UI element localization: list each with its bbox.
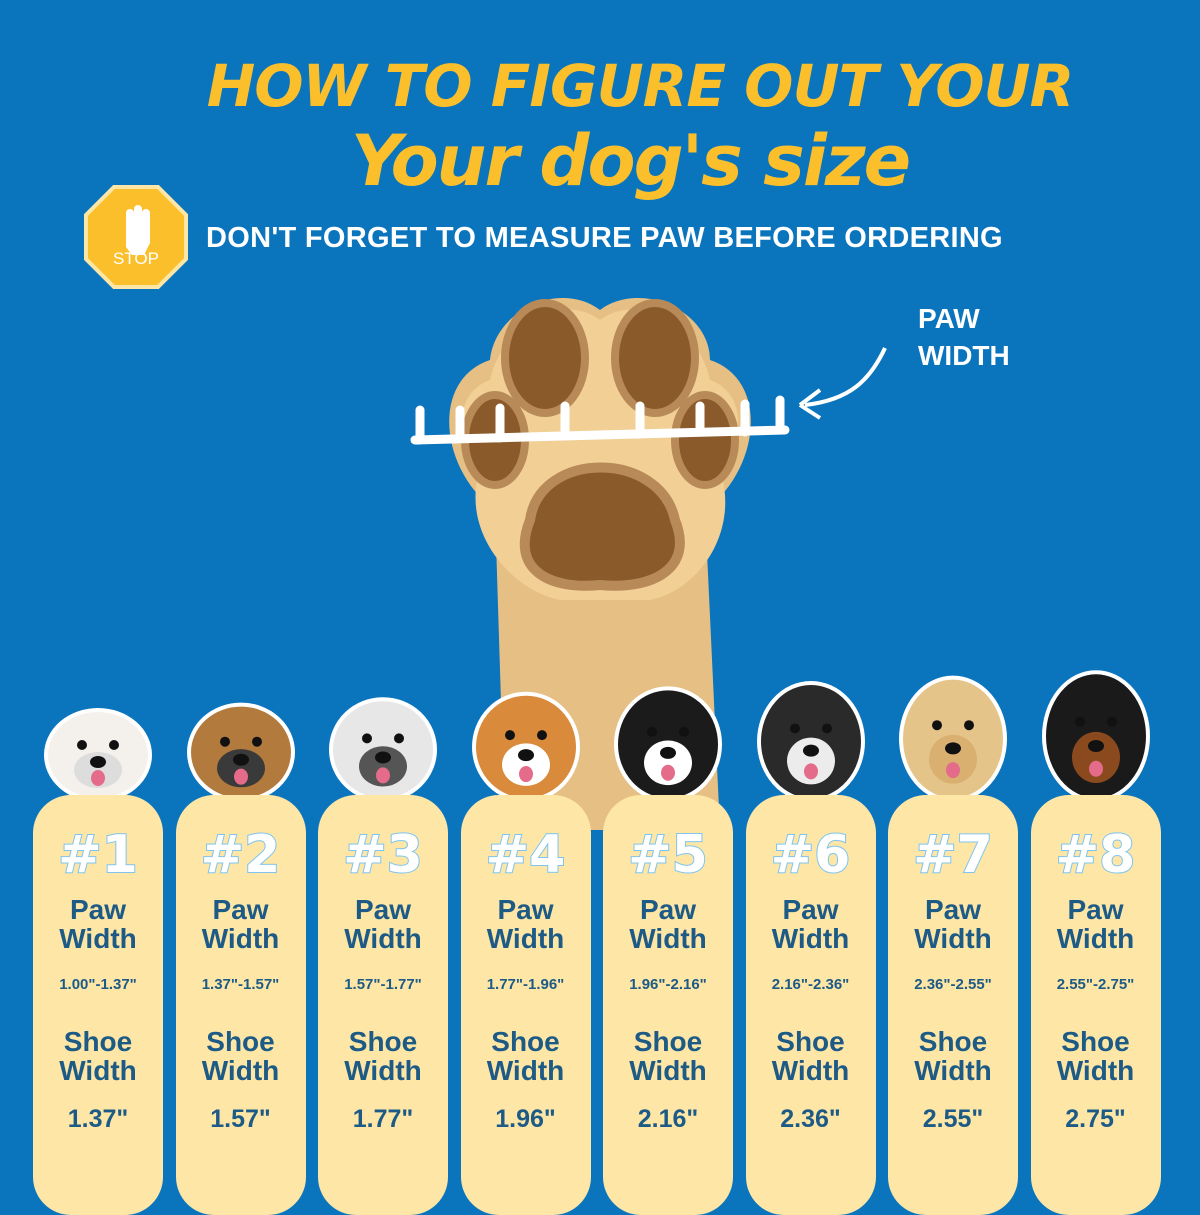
size-card-1: #1 Paw Width 1.00"-1.37" Shoe Width 1.37" (33, 795, 163, 1215)
shoe-width-value: 1.96" (495, 1105, 556, 1133)
size-number: #8 (1055, 824, 1137, 886)
dog-photo-6 (751, 670, 871, 804)
width-word: Width (914, 1055, 992, 1086)
shoe-word: Shoe (1061, 1026, 1130, 1057)
paw-word: Paw (782, 894, 839, 925)
paw-width-heading: Paw Width (746, 895, 876, 953)
paw-width-range: 1.77"-1.96" (486, 976, 565, 993)
paw-width-heading: Paw Width (176, 895, 306, 953)
paw-label-line-2: WIDTH (918, 340, 1010, 371)
size-card-7: #7 Paw Width 2.36"-2.55" Shoe Width 2.55" (888, 795, 1018, 1215)
width-word: Width (1056, 1055, 1135, 1086)
size-number: #6 (770, 824, 852, 886)
shoe-word: Shoe (206, 1026, 275, 1057)
shoe-width-value: 1.57" (210, 1105, 271, 1133)
shoe-word: Shoe (633, 1026, 703, 1057)
shoe-width-heading: Shoe Width (461, 1027, 591, 1085)
width-word: Width (1056, 923, 1135, 954)
arrow-icon (790, 340, 900, 434)
dog-photo-3 (323, 688, 443, 804)
width-word: Width (771, 923, 850, 954)
dog-photo-5 (608, 676, 728, 804)
shoe-width-heading: Shoe Width (318, 1027, 448, 1085)
paw-word: Paw (1067, 894, 1124, 925)
dog-photo-7 (893, 664, 1013, 804)
width-word: Width (771, 1055, 850, 1086)
paw-width-range: 1.57"-1.77" (344, 976, 422, 993)
paw-label-line-1: PAW (918, 303, 980, 334)
width-word: Width (59, 923, 137, 954)
paw-word: Paw (497, 894, 554, 925)
shoe-width-heading: Shoe Width (746, 1027, 876, 1085)
width-word: Width (201, 923, 280, 954)
shoe-width-value: 2.16" (637, 1105, 699, 1133)
size-number: #1 (57, 824, 139, 886)
width-word: Width (629, 1055, 707, 1086)
width-word: Width (629, 923, 707, 954)
shoe-width-value: 1.37" (67, 1105, 129, 1133)
shoe-width-heading: Shoe Width (176, 1027, 306, 1085)
size-card-8: #8 Paw Width 2.55"-2.75" Shoe Width 2.75" (1030, 795, 1161, 1215)
paw-width-range: 2.36"-2.55" (914, 976, 992, 993)
shoe-word: Shoe (776, 1026, 845, 1057)
size-number: #2 (200, 824, 282, 886)
size-number: #5 (627, 824, 709, 886)
shoe-width-value: 2.55" (922, 1105, 984, 1133)
stop-text: STOP (113, 249, 159, 268)
dog-photo-4 (466, 682, 586, 804)
paw-word: Paw (924, 894, 982, 925)
dog-photo-1 (38, 700, 158, 804)
shoe-width-value: 2.36" (780, 1105, 841, 1133)
shoe-word: Shoe (63, 1026, 133, 1057)
paw-width-range: 2.16"-2.36" (771, 976, 850, 993)
dog-photo-8 (1036, 658, 1156, 804)
shoe-width-value: 2.75" (1065, 1105, 1126, 1133)
paw-width-heading: Paw Width (33, 895, 163, 953)
dog-photo-2 (181, 694, 301, 804)
width-word: Width (486, 923, 565, 954)
paw-word: Paw (639, 894, 697, 925)
size-number: #3 (342, 824, 424, 886)
paw-width-range: 1.00"-1.37" (59, 976, 137, 993)
width-word: Width (344, 1055, 422, 1086)
shoe-width-heading: Shoe Width (33, 1027, 163, 1085)
paw-width-range: 1.96"-2.16" (629, 976, 707, 993)
shoe-word: Shoe (918, 1026, 988, 1057)
paw-illustration (400, 270, 800, 834)
paw-width-range: 2.55"-2.75" (1056, 976, 1135, 993)
subtitle: DON'T FORGET TO MEASURE PAW BEFORE ORDER… (206, 222, 1003, 254)
shoe-word: Shoe (491, 1026, 560, 1057)
size-card-3: #3 Paw Width 1.57"-1.77" Shoe Width 1.77" (318, 795, 448, 1215)
paw-word: Paw (354, 894, 412, 925)
width-word: Width (59, 1055, 137, 1086)
paw-width-label: PAW WIDTH (918, 300, 1010, 374)
size-card-2: #2 Paw Width 1.37"-1.57" Shoe Width 1.57" (175, 795, 306, 1215)
width-word: Width (486, 1055, 565, 1086)
width-word: Width (344, 923, 422, 954)
width-word: Width (201, 1055, 280, 1086)
size-card-4: #4 Paw Width 1.77"-1.96" Shoe Width 1.96" (460, 795, 591, 1215)
shoe-width-heading: Shoe Width (888, 1027, 1018, 1085)
shoe-width-value: 1.77" (352, 1105, 414, 1133)
title-line-2: Your dog's size (350, 120, 911, 202)
size-number: #7 (912, 824, 994, 886)
shoe-width-heading: Shoe Width (603, 1027, 733, 1085)
size-card-5: #5 Paw Width 1.96"-2.16" Shoe Width 2.16" (603, 795, 733, 1215)
shoe-word: Shoe (348, 1026, 418, 1057)
paw-word: Paw (69, 894, 127, 925)
paw-width-heading: Paw Width (888, 895, 1018, 953)
paw-width-heading: Paw Width (1031, 895, 1161, 953)
paw-width-range: 1.37"-1.57" (201, 976, 280, 993)
size-card-6: #6 Paw Width 2.16"-2.36" Shoe Width 2.36" (745, 795, 876, 1215)
shoe-width-heading: Shoe Width (1031, 1027, 1161, 1085)
paw-width-heading: Paw Width (461, 895, 591, 953)
paw-width-heading: Paw Width (603, 895, 733, 953)
size-number: #4 (485, 824, 567, 886)
stop-sign-icon: STOP (84, 185, 188, 293)
paw-width-heading: Paw Width (318, 895, 448, 953)
width-word: Width (914, 923, 992, 954)
paw-word: Paw (212, 894, 269, 925)
title-line-1: HOW TO FIGURE OUT YOUR (206, 52, 1075, 120)
